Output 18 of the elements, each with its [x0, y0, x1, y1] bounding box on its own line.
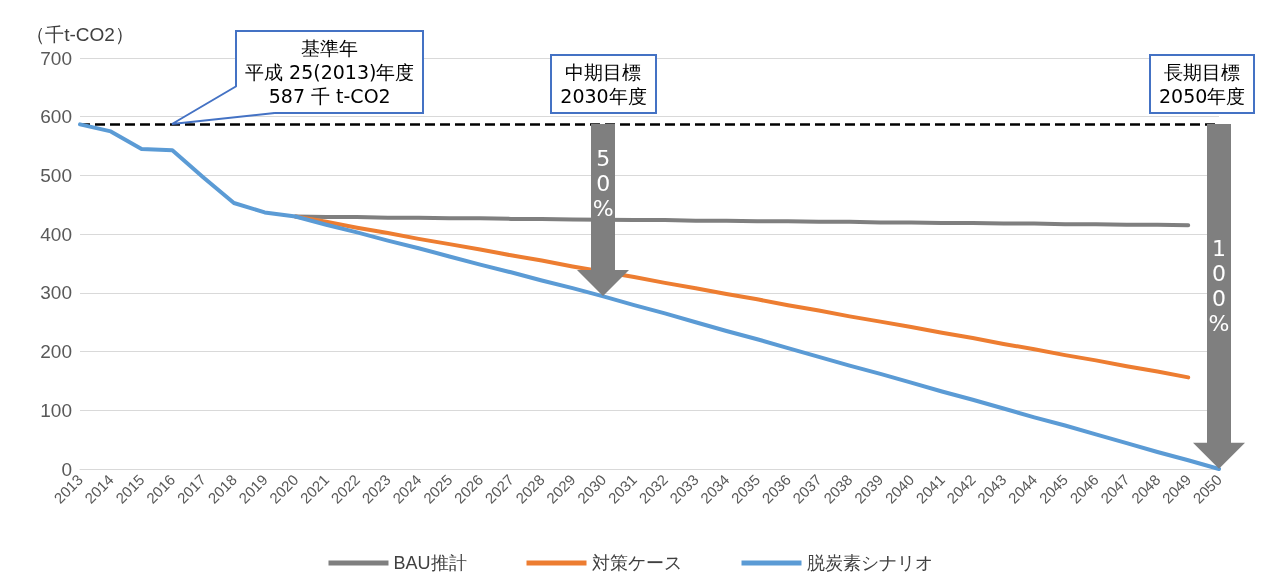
annotation: 平成 25(2013)年度 587 千 t-CO2: [245, 60, 415, 109]
legend-label: 対策ケース: [591, 553, 682, 573]
annotation: 長期目標 2050年度: [1159, 60, 1246, 109]
y-tick-label: 100: [40, 399, 72, 421]
legend-label: BAU推計: [393, 553, 467, 573]
y-tick-label: 700: [40, 47, 72, 69]
y-tick-label: 500: [40, 164, 72, 186]
y-axis-title: （千t-CO2）: [26, 24, 134, 45]
annotation: 基準年: [300, 36, 360, 61]
y-tick-label: 0: [61, 458, 72, 480]
y-tick-label: 200: [40, 341, 72, 363]
y-tick-label: 400: [40, 223, 72, 245]
annotation: 100%: [1206, 235, 1232, 336]
annotation: 中期目標 2030年度: [560, 60, 647, 109]
y-tick-label: 300: [40, 282, 72, 304]
y-tick-label: 600: [40, 106, 72, 128]
legend-label: 脱炭素シナリオ: [806, 553, 933, 573]
annotation: 50%: [590, 146, 616, 222]
